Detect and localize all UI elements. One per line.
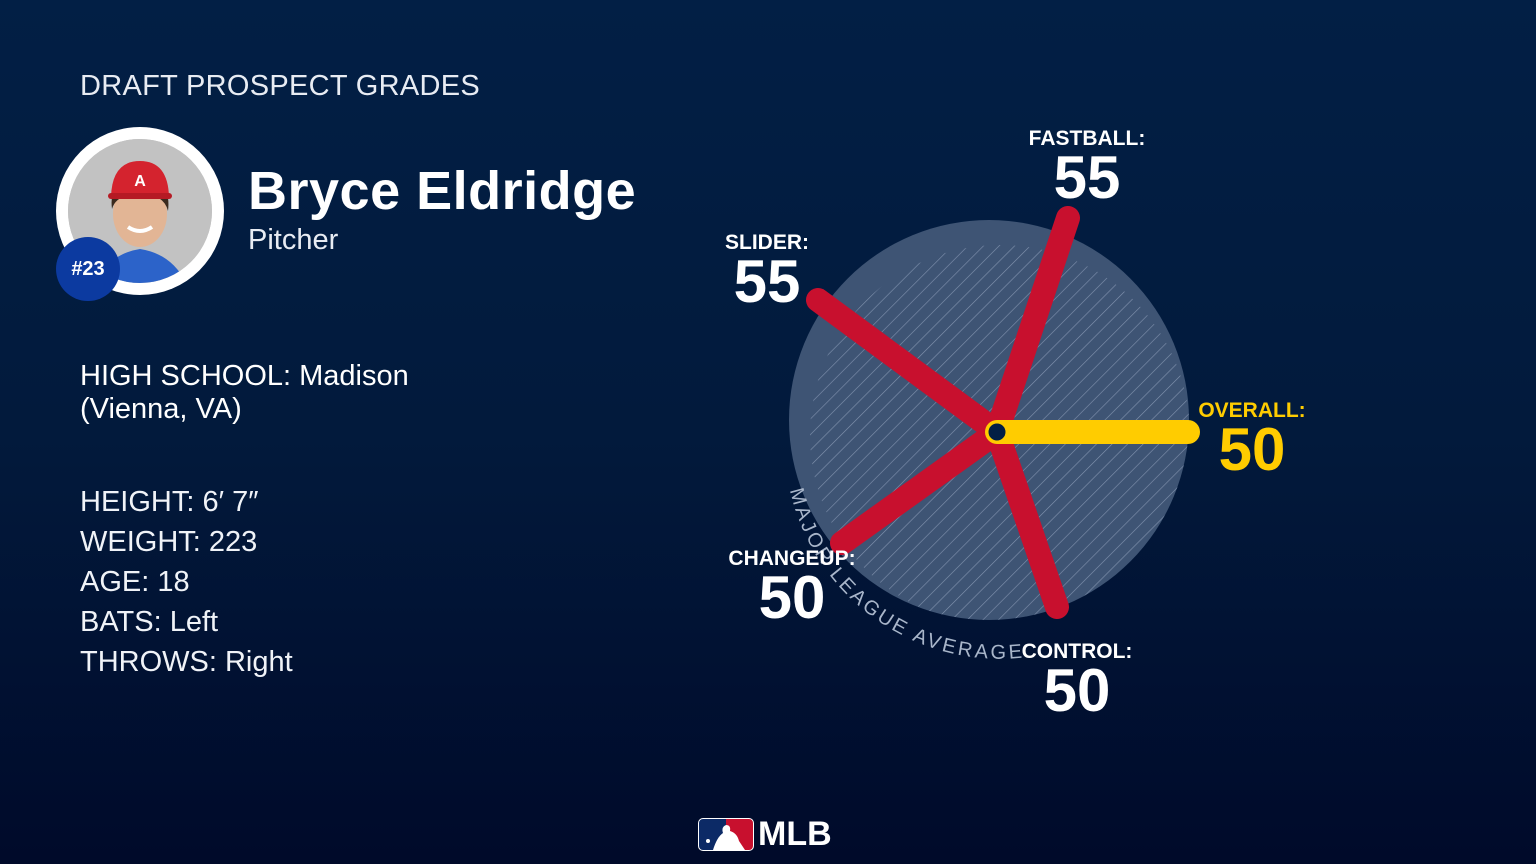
stat-throws: THROWS: Right bbox=[80, 646, 293, 678]
spoke-changeup bbox=[830, 420, 1009, 555]
mlb-wordmark: MLB bbox=[758, 815, 832, 853]
stat-bats: BATS: Left bbox=[80, 606, 219, 638]
stat-age: AGE: 18 bbox=[80, 566, 190, 598]
label-changeup: CHANGEUP: 50 bbox=[728, 547, 856, 631]
player-name: Bryce Eldridge bbox=[248, 161, 637, 221]
label-slider: SLIDER: 55 bbox=[725, 231, 809, 315]
mlb-logo: MLB bbox=[698, 815, 832, 854]
label-fastball: FASTBALL: 55 bbox=[1028, 127, 1146, 211]
spoke-fastball bbox=[985, 206, 1080, 444]
mlb-batter-icon bbox=[698, 818, 754, 851]
player-avatar: A #23 bbox=[56, 127, 224, 301]
player-school: HIGH SCHOOL: Madison (Vienna, VA) bbox=[80, 360, 409, 425]
spoke-slider bbox=[806, 288, 1009, 444]
stat-height: HEIGHT: 6′ 7″ bbox=[80, 486, 259, 518]
svg-text:A: A bbox=[134, 173, 146, 190]
radar-center-dot bbox=[985, 420, 1009, 444]
rank-badge: #23 bbox=[56, 237, 120, 301]
grade-spokes bbox=[806, 206, 1080, 619]
page-eyebrow-title: DRAFT PROSPECT GRADES bbox=[80, 70, 481, 102]
player-position: Pitcher bbox=[248, 224, 339, 256]
label-control: CONTROL: 50 bbox=[1021, 640, 1133, 724]
stat-weight: WEIGHT: 223 bbox=[80, 526, 258, 558]
spoke-control bbox=[985, 420, 1069, 619]
player-stats-list: HEIGHT: 6′ 7″ WEIGHT: 223 AGE: 18 BATS: … bbox=[80, 482, 293, 682]
label-overall: OVERALL: 50 bbox=[1198, 399, 1306, 483]
